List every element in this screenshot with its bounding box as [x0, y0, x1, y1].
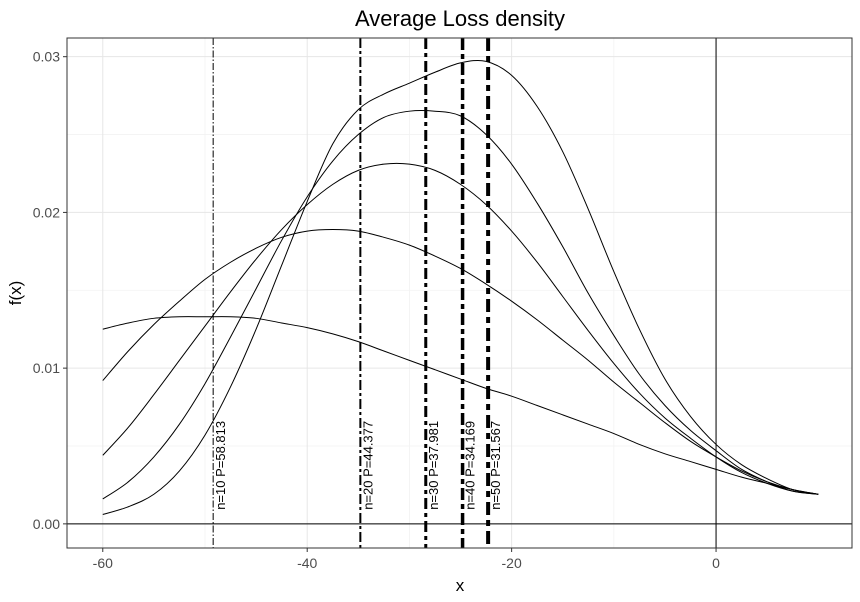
vline-label-2: n=20 P=44.377 — [360, 421, 375, 510]
x-tick-label: -40 — [297, 555, 317, 571]
density-curve-2 — [102, 229, 819, 495]
x-tick-label: -60 — [93, 555, 113, 571]
density-curve-1 — [102, 316, 819, 495]
chart-title: Average Loss density — [355, 6, 565, 31]
y-tick-label: 0.02 — [33, 204, 60, 220]
x-tick-label: -20 — [502, 555, 522, 571]
y-axis-ticks: 0.00 0.01 0.02 0.03 — [33, 49, 67, 532]
x-axis-title: x — [456, 576, 465, 595]
density-curve-4 — [102, 110, 819, 500]
panel-border — [66, 37, 853, 549]
density-curves — [102, 59, 819, 515]
y-tick-label: 0.00 — [33, 516, 60, 532]
vline-label-4: n=40 P=34.169 — [463, 421, 478, 510]
x-axis-ticks: -60 -40 -20 0 — [93, 548, 720, 571]
y-axis-title: f(x) — [6, 281, 25, 306]
y-tick-label: 0.03 — [33, 49, 60, 65]
reference-lines — [67, 38, 852, 548]
density-curve-3 — [102, 162, 819, 495]
vline-label-3: n=30 P=37.981 — [426, 421, 441, 510]
vline-label-1: n=10 P=58.813 — [213, 421, 228, 510]
x-tick-label: 0 — [712, 555, 720, 571]
y-tick-label: 0.01 — [33, 360, 60, 376]
density-curve-5 — [102, 59, 819, 515]
vertical-lines — [212, 38, 491, 548]
vertical-line-labels: n=10 P=58.813 n=20 P=44.377 n=30 P=37.981 n… — [213, 421, 503, 510]
vline-label-5: n=50 P=31.567 — [488, 421, 503, 510]
panel-background — [67, 38, 852, 548]
